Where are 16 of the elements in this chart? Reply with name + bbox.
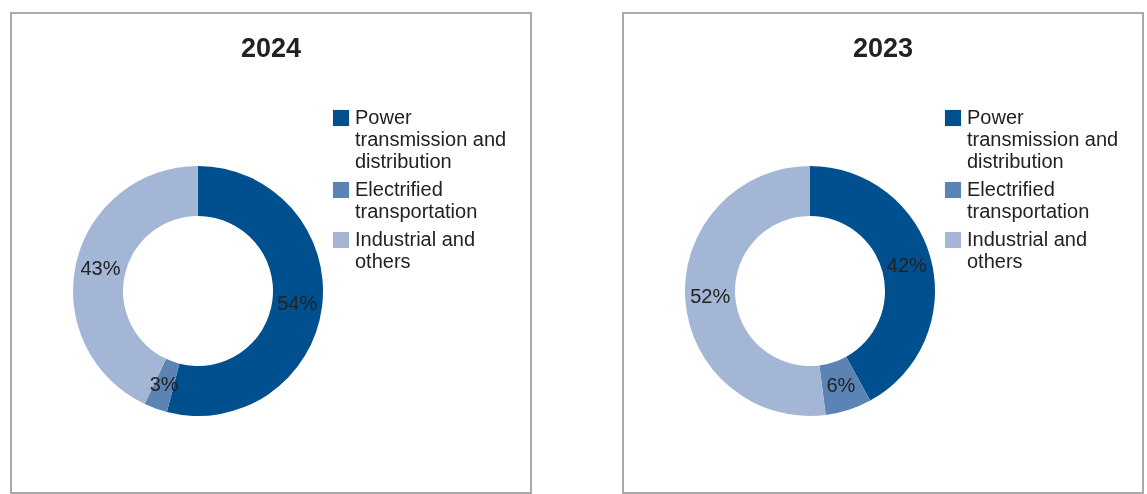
legend-label: Electrified transportation <box>967 178 1090 222</box>
chart-title: 2023 <box>852 33 914 63</box>
legend-label: Industrial and others <box>355 228 476 272</box>
chart-title: 2024 <box>240 33 302 63</box>
legend-label: Electrified transportation <box>355 178 478 222</box>
legend-label: Industrial and others <box>967 228 1088 272</box>
legend-label: Power transmission and distribution <box>967 106 1119 172</box>
donut-slice <box>685 166 826 416</box>
data-label: 43% <box>80 257 121 280</box>
data-label: 6% <box>826 374 856 397</box>
data-label: 42% <box>886 254 928 277</box>
data-label: 52% <box>690 285 731 308</box>
data-label: 54% <box>277 291 318 314</box>
donut-slice <box>73 166 198 405</box>
donut-slice <box>810 166 935 401</box>
legend-label: Power transmission and distribution <box>355 106 507 172</box>
